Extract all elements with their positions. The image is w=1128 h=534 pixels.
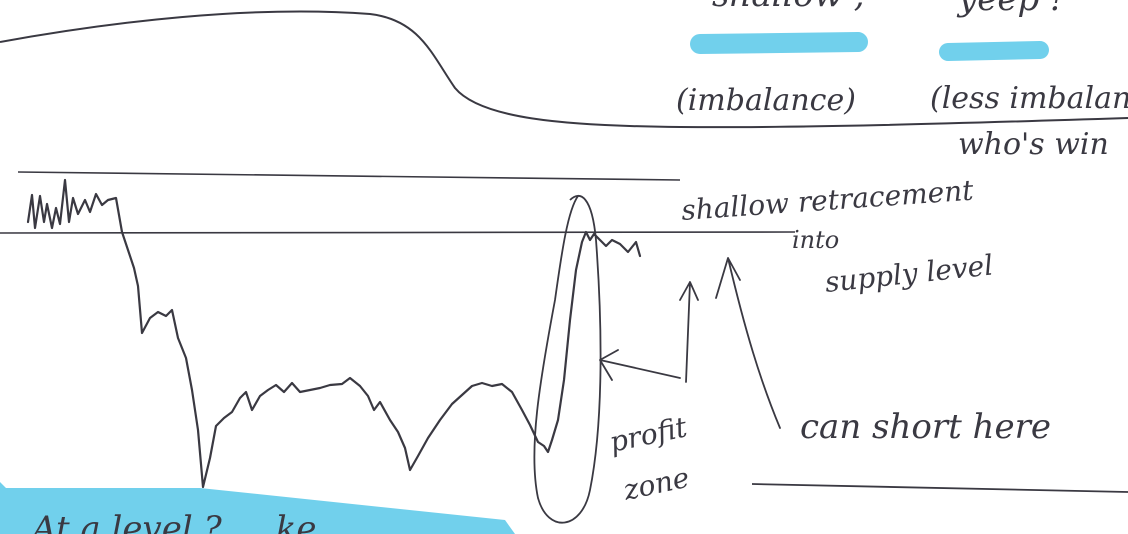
into-note: into (792, 226, 839, 254)
arrow-to-profit-zone (600, 350, 680, 380)
can-short-here-note: can short here (800, 407, 1051, 447)
profit-note: profit (607, 410, 691, 459)
supply-level-note: supply level (823, 248, 994, 298)
top-left-partial-note: shallow , (712, 0, 865, 15)
highlight-less-imbalance (948, 50, 1040, 52)
top-right-partial-note: yeep ! (956, 0, 1064, 19)
arrow-up-right (716, 258, 780, 428)
whos-winning-note: who's win (958, 127, 1109, 162)
supply-level-line (0, 232, 795, 233)
profit-zone-loop (534, 196, 600, 523)
imbalance-note: (imbalance) (676, 83, 856, 118)
bottom-partial-note: At a level ? ... ke (29, 509, 317, 534)
zone-note: zone (620, 461, 693, 507)
arrow-up-left (680, 282, 698, 382)
bottom-line (752, 484, 1128, 492)
highlight-imbalance (700, 42, 858, 44)
shallow-retracement-line (18, 172, 680, 180)
less-imbalance-note: (less imbalan (930, 81, 1128, 116)
shallow-retracement-note: shallow retracement (680, 174, 975, 227)
